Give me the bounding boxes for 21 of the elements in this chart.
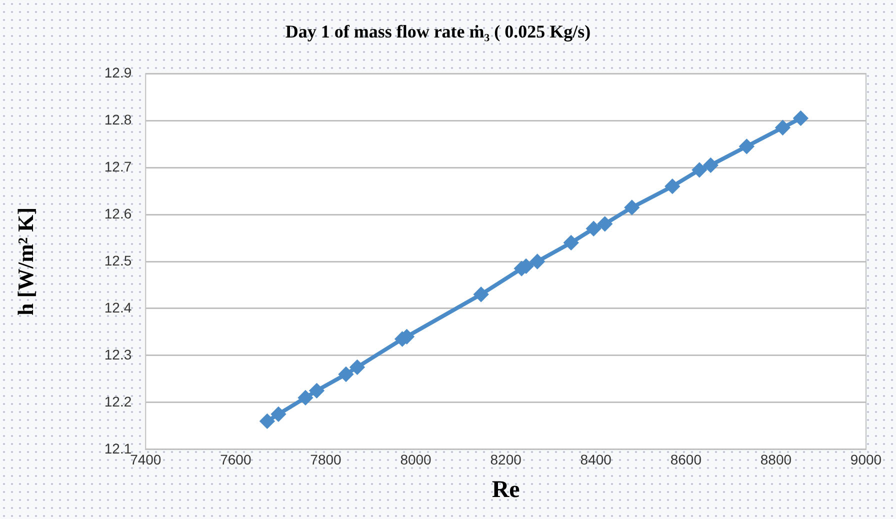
y-tick-label: 12.9 <box>104 64 132 80</box>
x-tick-label: 8000 <box>400 452 432 468</box>
y-tick-label: 12.7 <box>104 158 132 174</box>
x-tick-label: 7600 <box>220 452 252 468</box>
x-axis-title: Re <box>492 476 520 503</box>
y-tick-label: 12.1 <box>104 440 132 456</box>
x-tick-label: 8800 <box>760 452 792 468</box>
x-tick-label: 7800 <box>310 452 342 468</box>
x-tick-label: 7400 <box>130 452 162 468</box>
y-axis-title: h [W/m² K] <box>12 207 38 316</box>
y-tick-label: 12.4 <box>104 299 132 316</box>
x-tick-label: 8600 <box>670 452 702 468</box>
y-tick-label: 12.6 <box>104 205 132 222</box>
y-tick-label: 12.8 <box>104 111 132 128</box>
x-tick-label: 8200 <box>490 452 522 468</box>
x-tick-label: 9000 <box>850 452 882 468</box>
chart-title: Day 1 of mass flow rate ṁ₃ ( 0.025 Kg/s) <box>285 21 591 42</box>
y-tick-label: 12.5 <box>104 252 132 268</box>
y-tick-label: 12.3 <box>104 346 132 362</box>
y-tick-label: 12.2 <box>104 393 132 410</box>
x-tick-label: 8400 <box>580 452 612 468</box>
